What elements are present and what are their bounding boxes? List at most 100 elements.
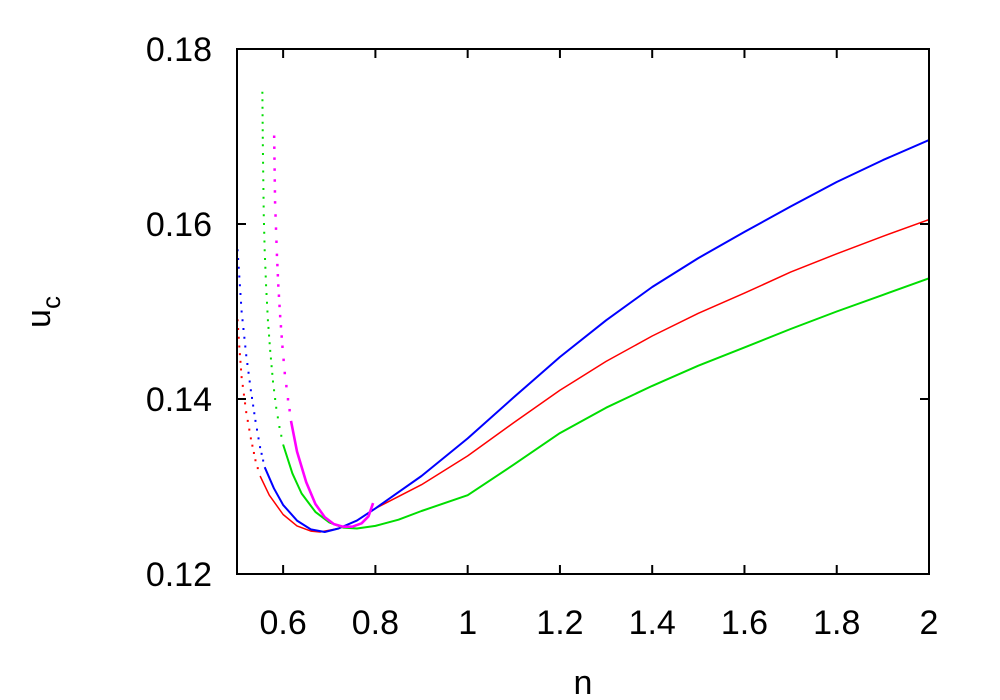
data-point xyxy=(278,314,282,318)
data-point xyxy=(247,371,250,374)
y-tick-label: 0.12 xyxy=(146,556,212,594)
series-line xyxy=(282,277,929,530)
data-point xyxy=(249,437,252,440)
x-tick-labels: 0.6 0.8 1 1.2 1.4 1.6 1.8 2 xyxy=(260,604,939,642)
data-point xyxy=(273,389,276,392)
data-point xyxy=(268,334,271,337)
data-point xyxy=(264,266,267,269)
data-point xyxy=(273,168,276,171)
data-point xyxy=(277,294,281,297)
data-point xyxy=(263,249,266,252)
data-point xyxy=(246,419,249,422)
data-point xyxy=(259,446,262,449)
data-point xyxy=(238,353,241,356)
data-point xyxy=(262,196,265,199)
svg-text:uc: uc xyxy=(20,296,66,328)
x-axis-label: n xyxy=(574,664,593,700)
data-point xyxy=(248,428,251,431)
data-point xyxy=(239,293,242,295)
data-point xyxy=(275,240,278,243)
data-point xyxy=(286,398,290,401)
data-point xyxy=(280,434,283,437)
series-red xyxy=(237,218,929,533)
data-point xyxy=(243,336,246,339)
data-point xyxy=(264,258,267,260)
data-point xyxy=(265,301,268,304)
x-tick-label: 0.8 xyxy=(352,604,399,642)
data-point xyxy=(274,214,277,217)
data-point xyxy=(252,404,255,407)
data-point xyxy=(254,419,257,422)
data-point xyxy=(251,444,254,447)
data-point xyxy=(244,345,247,348)
data-point xyxy=(237,328,240,330)
data-point xyxy=(237,258,240,260)
y-tick-labels: 0.12 0.14 0.16 0.18 xyxy=(146,31,212,594)
data-point xyxy=(261,129,264,132)
y-axis-label: uc xyxy=(20,296,66,328)
data-point xyxy=(262,161,265,164)
data-point xyxy=(257,437,260,440)
data-point xyxy=(264,275,267,278)
data-point xyxy=(241,384,244,387)
data-point xyxy=(273,179,277,182)
data-point xyxy=(274,398,277,400)
data-point xyxy=(283,371,287,375)
data-point xyxy=(250,396,253,399)
data-point xyxy=(273,146,276,149)
data-point xyxy=(267,326,270,329)
series-blue xyxy=(237,139,929,533)
data-point xyxy=(280,335,283,338)
data-point xyxy=(261,144,264,147)
series-magenta xyxy=(272,135,375,528)
data-point xyxy=(265,293,268,295)
data-point xyxy=(238,275,241,278)
data-point xyxy=(270,365,273,368)
data-point xyxy=(277,284,280,287)
data-point xyxy=(240,368,243,371)
data-point xyxy=(279,325,283,328)
data-point xyxy=(261,121,264,124)
data-point xyxy=(240,376,243,379)
data-point xyxy=(262,223,265,225)
data-point xyxy=(271,372,274,375)
data-point xyxy=(249,389,252,392)
y-tick-label: 0.16 xyxy=(146,206,212,244)
data-point xyxy=(240,310,243,313)
data-point xyxy=(278,304,281,308)
data-point xyxy=(288,408,291,412)
series-line xyxy=(263,139,929,533)
data-point xyxy=(273,157,276,160)
data-point xyxy=(240,301,243,304)
data-point xyxy=(256,467,259,470)
data-point xyxy=(261,99,264,102)
series-line xyxy=(289,420,375,528)
data-point xyxy=(242,393,245,396)
y-tick-label: 0.14 xyxy=(146,381,212,419)
y-axis-label-subscript: c xyxy=(36,296,66,309)
x-tick-label: 2 xyxy=(920,604,939,642)
data-point xyxy=(282,358,285,362)
data-point xyxy=(237,336,240,339)
data-point xyxy=(238,345,241,348)
data-point xyxy=(253,412,256,415)
data-point xyxy=(248,380,251,383)
series-layer xyxy=(237,91,929,533)
data-point xyxy=(262,188,265,190)
data-point xyxy=(278,426,281,428)
data-point xyxy=(275,253,279,257)
data-point xyxy=(241,319,244,322)
x-tick-label: 1.2 xyxy=(536,604,583,642)
series-line xyxy=(259,218,929,533)
x-tick-label: 0.6 xyxy=(260,604,307,642)
data-point xyxy=(271,380,274,383)
data-point xyxy=(272,135,276,138)
data-point xyxy=(273,201,277,204)
data-point xyxy=(254,459,257,462)
y-tick-label: 0.18 xyxy=(146,31,212,69)
data-point xyxy=(266,319,269,322)
data-point xyxy=(239,360,242,363)
data-point xyxy=(262,179,265,182)
data-point xyxy=(245,354,248,357)
data-point xyxy=(245,411,248,414)
